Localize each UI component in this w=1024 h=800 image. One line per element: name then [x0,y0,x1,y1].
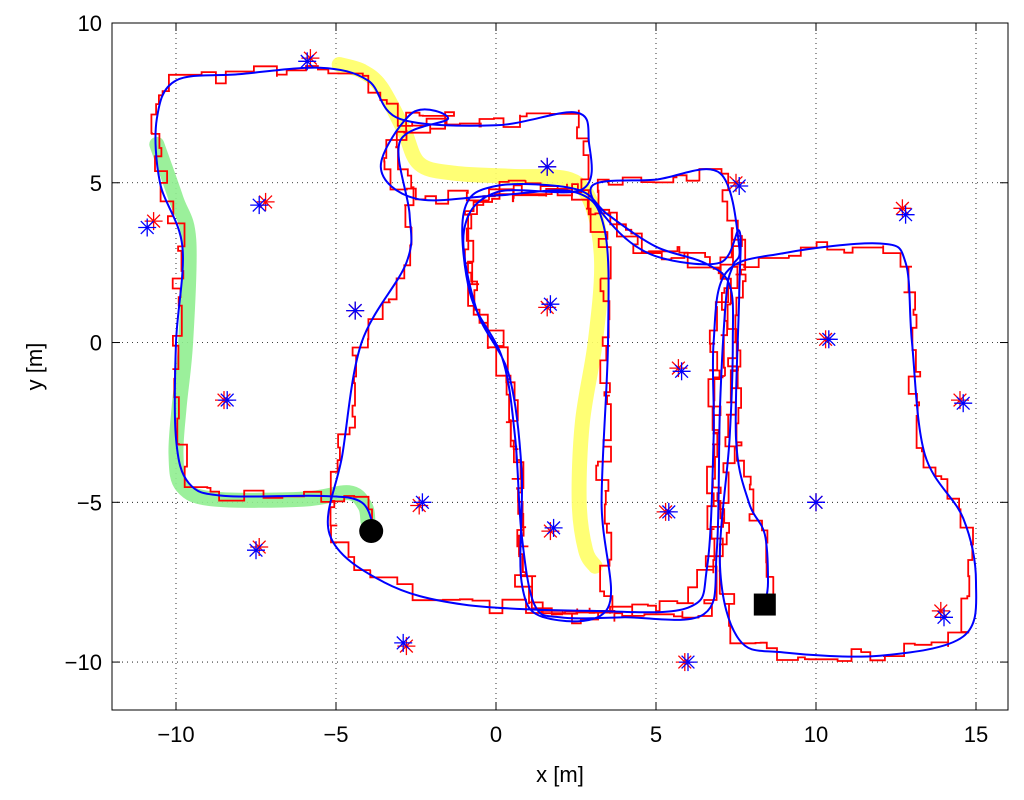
landmark-true [250,196,269,215]
estimated-trajectory [150,65,974,662]
x-axis-label: x [m] [536,762,584,787]
landmark-true [298,52,317,71]
green-highlight-band [149,136,376,529]
x-tick-label: 10 [804,722,828,747]
yellow-highlight-band [331,57,610,574]
y-tick-label: 5 [90,171,102,196]
end-marker [753,593,776,616]
landmark-estimate [256,192,275,211]
landmark-estimate [931,601,950,620]
landmark-true [954,394,973,413]
landmark-true [138,218,157,237]
landmark-true [807,493,825,512]
x-tick-label: 5 [650,722,662,747]
landmark-true [541,295,560,314]
axis-ticks: −10 −5 0 5 10 15 −10 −5 0 5 10 [65,11,1008,747]
y-axis-label: y [m] [22,343,47,391]
landmark-estimate [893,199,912,218]
landmark-true [659,502,678,521]
x-tick-label: 0 [490,722,502,747]
start-marker [359,519,384,544]
landmark-true [935,608,953,627]
x-tick-label: −5 [323,722,348,747]
y-tick-label: −5 [77,490,102,515]
landmark-true [218,391,237,410]
landmark-true [394,633,413,652]
x-tick-label: 15 [964,722,988,747]
y-tick-label: −10 [65,650,102,675]
landmark-true [544,518,563,537]
endpoint-markers [359,519,776,616]
landmark-true [672,362,691,381]
landmarks [138,49,973,672]
trajectory-paths [150,65,978,662]
ground-truth-trajectory [154,66,978,658]
landmark-true [413,493,432,512]
highlight-bands [149,57,610,574]
landmark-true [346,301,365,320]
landmark-true [679,653,697,672]
landmark-true [730,177,749,195]
landmark-true [896,205,915,224]
y-tick-label: 0 [90,331,102,356]
landmark-true [819,330,838,349]
axes-frame [111,22,1009,711]
y-tick-label: 10 [78,11,102,36]
landmark-true [538,157,557,176]
grid [112,22,1008,710]
x-tick-label: −10 [157,722,194,747]
landmark-true [247,541,265,560]
